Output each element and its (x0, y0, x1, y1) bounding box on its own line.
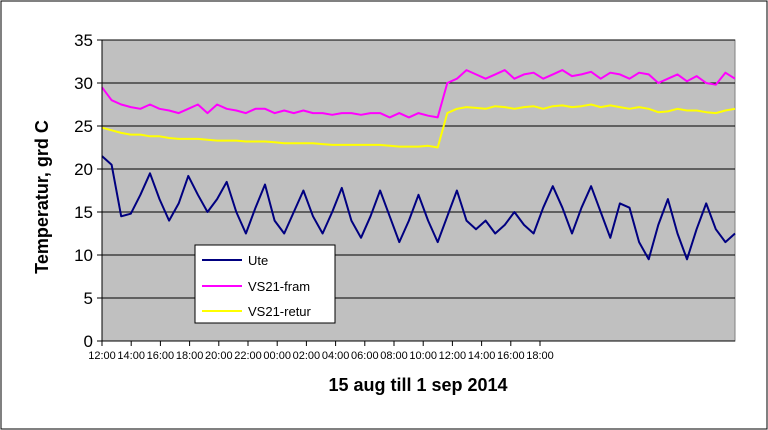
y-tick-label: 35 (74, 31, 93, 50)
x-tick-label: 00:00 (263, 350, 291, 362)
series-line-ute (101, 155, 736, 261)
x-tick-label: 06:00 (351, 350, 379, 362)
x-tick-label: 16:00 (497, 350, 525, 362)
x-tick-label: 20:00 (205, 350, 233, 362)
legend: Ute VS21-fram VS21-retur (194, 244, 336, 324)
x-tick-label: 22:00 (234, 350, 262, 362)
x-tick-label: 08:00 (380, 350, 408, 362)
y-tick-label: 0 (84, 332, 93, 351)
x-tick-label: 04:00 (322, 350, 350, 362)
x-tick-label: 16:00 (147, 350, 175, 362)
x-tick-label: 18:00 (526, 350, 554, 362)
legend-label-ute: Ute (248, 253, 268, 268)
x-tick-label: 12:00 (88, 350, 116, 362)
y-tick-label: 15 (74, 203, 93, 222)
series-lines (101, 69, 736, 261)
x-tick-label: 18:00 (176, 350, 204, 362)
series-line-vs21-retur (101, 103, 736, 149)
x-axis-ticks: 12:00 14:00 16:00 18:00 20:00 22:00 00:00 02:00… (88, 341, 554, 362)
legend-label-vs21-retur: VS21-retur (248, 304, 312, 319)
y-axis-ticks: 0 5 10 15 20 25 30 35 (74, 31, 102, 351)
legend-label-vs21-fram: VS21-fram (248, 279, 310, 294)
x-tick-label: 14:00 (117, 350, 145, 362)
y-axis-label: Temperatur, grd C (32, 120, 52, 274)
x-tick-label: 12:00 (439, 350, 467, 362)
series-line-vs21-fram (101, 69, 736, 119)
x-tick-label: 14:00 (468, 350, 496, 362)
x-axis-label: 15 aug till 1 sep 2014 (328, 375, 507, 395)
x-tick-label: 10:00 (409, 350, 437, 362)
y-tick-label: 5 (84, 289, 93, 308)
y-tick-label: 25 (74, 117, 93, 136)
x-tick-label: 02:00 (293, 350, 321, 362)
y-tick-label: 30 (74, 74, 93, 93)
y-tick-label: 10 (74, 246, 93, 265)
y-tick-label: 20 (74, 160, 93, 179)
